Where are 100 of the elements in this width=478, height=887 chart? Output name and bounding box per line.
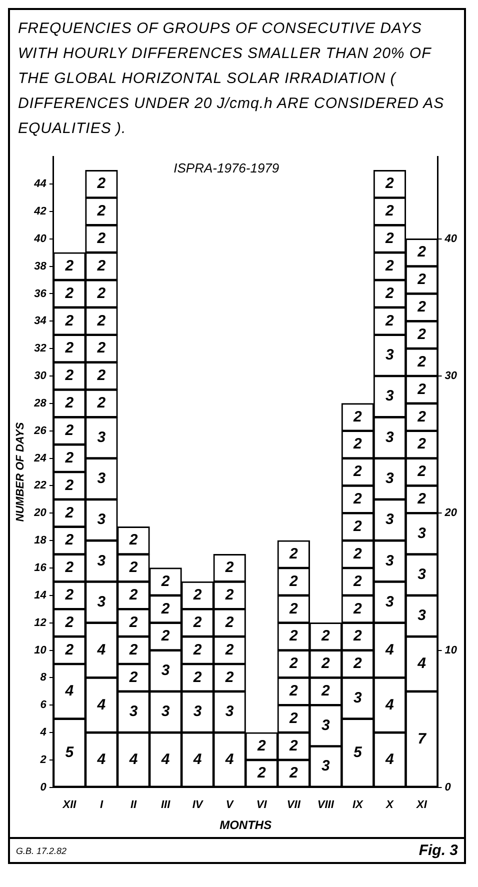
- y-tick-label: 6: [40, 699, 48, 712]
- x-tick-label: II: [130, 799, 138, 812]
- y-tick-label: 4: [39, 726, 46, 739]
- data-label: 3: [161, 703, 170, 720]
- data-label: 4: [96, 696, 106, 714]
- data-label: 3: [386, 346, 395, 364]
- data-label: 2: [320, 628, 330, 645]
- data-label: 2: [160, 628, 170, 645]
- data-label: 2: [64, 532, 74, 549]
- x-tick-label: III: [160, 799, 172, 812]
- data-label: 3: [321, 758, 330, 775]
- data-label: 2: [224, 668, 234, 686]
- data-label: 2: [64, 641, 74, 658]
- y-tick-label: 22: [33, 480, 46, 492]
- data-label: 2: [128, 641, 138, 658]
- data-label: 2: [384, 175, 395, 192]
- data-label: 2: [192, 641, 202, 658]
- data-label: 2: [288, 682, 298, 700]
- x-tick-label: IX: [352, 799, 364, 812]
- data-label: 2: [224, 586, 234, 604]
- data-label: 2: [64, 449, 74, 466]
- data-label: 2: [64, 559, 74, 576]
- data-label: 3: [386, 511, 395, 528]
- data-label: 3: [418, 566, 427, 583]
- data-label: 3: [97, 511, 106, 528]
- data-label: 4: [384, 641, 395, 658]
- y-tick-label: 40: [33, 232, 48, 245]
- data-label: 2: [256, 737, 266, 754]
- data-label: 2: [352, 518, 363, 535]
- data-label: 2: [96, 312, 106, 330]
- data-label: 3: [354, 689, 363, 706]
- data-label: 2: [64, 614, 74, 631]
- y-tick-label: 20: [33, 507, 48, 520]
- y-tick-label: 26: [33, 424, 48, 437]
- data-label: 3: [418, 607, 427, 624]
- data-label: 3: [193, 703, 202, 720]
- data-label: 2: [128, 586, 138, 604]
- x-tick-label: VIII: [317, 799, 335, 812]
- data-label: 2: [64, 422, 74, 439]
- x-tick-label: X: [385, 799, 394, 812]
- data-label: 2: [352, 628, 363, 645]
- x-tick-label: VII: [286, 799, 302, 812]
- data-label: 3: [97, 470, 106, 487]
- data-label: 7: [418, 730, 427, 748]
- data-label: 2: [416, 463, 427, 480]
- data-label: 2: [160, 572, 170, 590]
- data-label: 3: [225, 703, 234, 720]
- data-label: 2: [288, 710, 298, 727]
- data-label: 2: [352, 463, 363, 480]
- data-label: 2: [352, 436, 363, 453]
- data-label: 2: [96, 284, 106, 302]
- data-label: 2: [288, 737, 298, 754]
- data-label: 2: [96, 367, 106, 384]
- data-label: 2: [64, 394, 74, 412]
- data-label: 2: [352, 408, 363, 426]
- data-label: 3: [418, 524, 427, 542]
- data-label: 2: [96, 175, 106, 192]
- data-label: 2: [288, 628, 298, 645]
- data-label: 3: [386, 593, 395, 610]
- data-label: 4: [384, 750, 395, 768]
- data-label: 2: [288, 545, 298, 562]
- data-label: 2: [64, 476, 74, 494]
- data-label: 2: [96, 202, 106, 220]
- data-label: 2: [224, 641, 234, 658]
- data-label: 2: [96, 340, 106, 357]
- data-label: 2: [128, 668, 138, 686]
- data-label: 4: [96, 750, 106, 768]
- data-label: 2: [224, 614, 234, 631]
- data-label: 2: [288, 572, 298, 590]
- data-label: 2: [416, 326, 427, 344]
- data-label: 2: [192, 586, 202, 604]
- x-tick-label: XI: [416, 799, 428, 812]
- y-tick-label: 2: [39, 754, 46, 766]
- data-label: 2: [224, 559, 234, 576]
- y-tick-label: 36: [34, 288, 48, 300]
- data-label: 3: [97, 428, 106, 446]
- data-label: 2: [192, 614, 202, 631]
- data-label: 2: [320, 655, 330, 672]
- y-tick-label: 18: [34, 534, 48, 547]
- data-label: 4: [128, 750, 138, 768]
- data-label: 3: [386, 552, 395, 570]
- y2-tick-label: 0: [444, 781, 452, 794]
- data-label: 2: [64, 340, 74, 357]
- data-label: 2: [416, 353, 427, 370]
- data-label: 2: [416, 244, 427, 261]
- data-label: 2: [384, 284, 395, 302]
- y-tick-label: 42: [33, 205, 46, 218]
- data-label: 2: [384, 202, 395, 220]
- data-label: 2: [128, 532, 138, 549]
- data-label: 2: [192, 668, 202, 686]
- data-label: 3: [129, 703, 138, 720]
- data-label: 2: [384, 312, 395, 330]
- x-axis-title: MONTHS: [220, 818, 272, 832]
- data-label: 4: [192, 750, 202, 768]
- data-label: 3: [386, 428, 395, 446]
- data-label: 3: [97, 593, 106, 610]
- data-label: 2: [96, 230, 106, 248]
- data-label: 4: [384, 696, 395, 714]
- y-tick-label: 28: [33, 397, 48, 410]
- data-label: 2: [128, 614, 138, 631]
